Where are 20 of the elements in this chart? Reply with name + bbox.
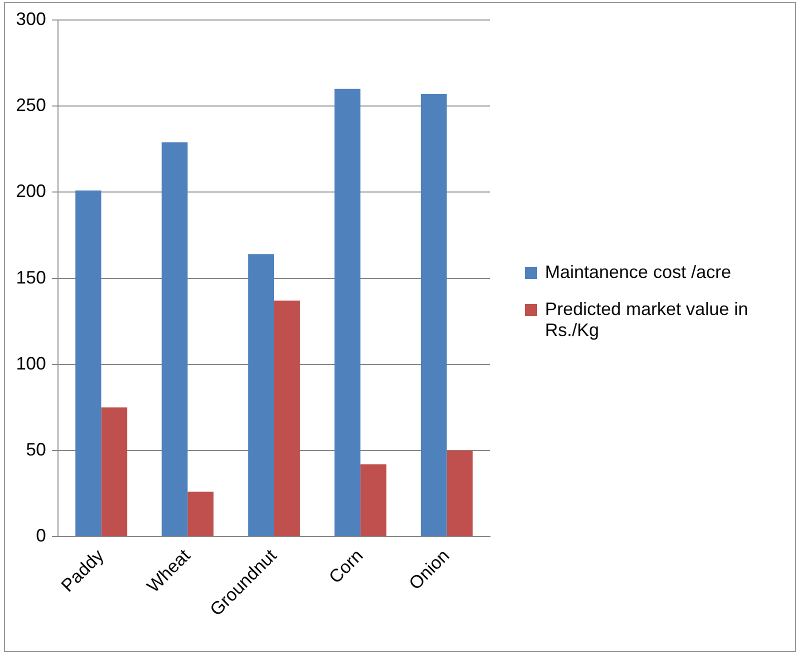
y-tick-label: 300 [16,8,46,29]
y-tick-label: 200 [16,181,46,202]
y-tick-label: 100 [16,353,46,374]
y-tick-label: 50 [26,439,46,460]
y-tick-label: 150 [16,267,46,288]
bar [188,492,214,536]
bar [420,94,447,536]
bar [446,450,473,536]
y-tick-label: 250 [16,95,46,116]
bar [162,142,188,536]
legend-label: Predicted market value in Rs./Kg [545,299,750,341]
bar [101,407,128,536]
bar [274,300,300,536]
legend-label: Maintanence cost /acre [545,262,732,283]
x-tick-label: Corn [325,545,367,588]
bar [334,88,360,536]
bar [75,190,102,536]
bar [360,464,386,536]
y-tick-label: 0 [36,526,46,546]
bar [248,254,274,536]
